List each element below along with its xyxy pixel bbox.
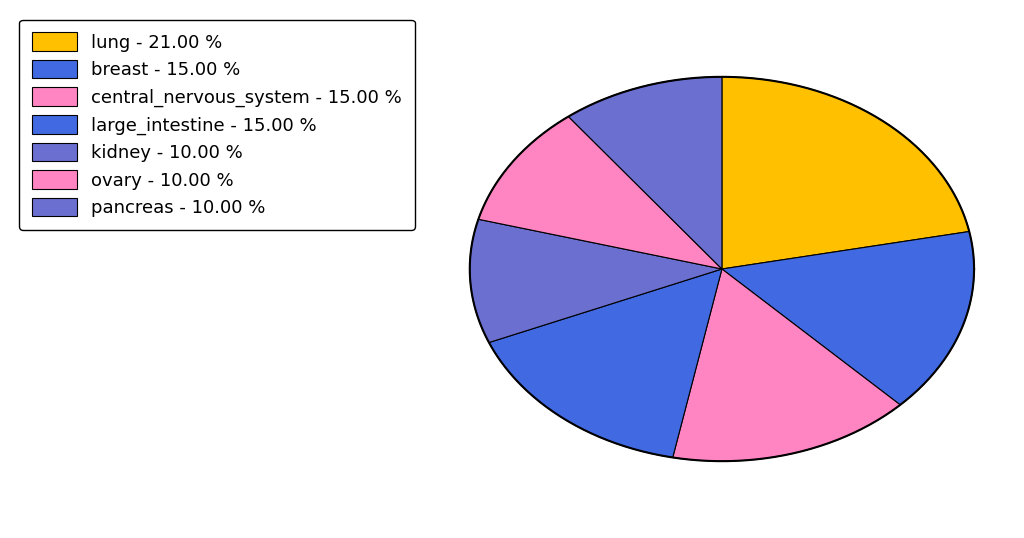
Polygon shape: [722, 231, 974, 405]
Polygon shape: [478, 117, 722, 269]
Polygon shape: [489, 269, 722, 457]
Polygon shape: [673, 269, 900, 461]
Polygon shape: [722, 77, 970, 269]
Polygon shape: [568, 77, 722, 269]
Polygon shape: [470, 220, 722, 343]
Legend: lung - 21.00 %, breast - 15.00 %, central_nervous_system - 15.00 %, large_intest: lung - 21.00 %, breast - 15.00 %, centra…: [19, 20, 415, 230]
